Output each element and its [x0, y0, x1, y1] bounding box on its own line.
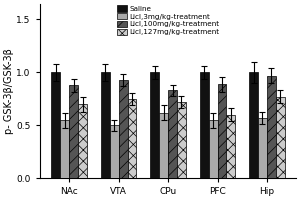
- Bar: [177, 102, 186, 178]
- Bar: [60, 120, 69, 178]
- Bar: [218, 84, 226, 178]
- Bar: [267, 76, 276, 178]
- Bar: [258, 118, 267, 178]
- Bar: [128, 99, 136, 178]
- Bar: [110, 125, 119, 178]
- Bar: [276, 97, 285, 178]
- Bar: [52, 72, 60, 178]
- Bar: [150, 72, 159, 178]
- Y-axis label: p- GSK-3β/GSK-3β: p- GSK-3β/GSK-3β: [4, 48, 14, 134]
- Bar: [249, 72, 258, 178]
- Legend: Saline, Licl,3mg/kg-treatment, Licl,100mg/kg-treatment, Licl,127mg/kg-treatment: Saline, Licl,3mg/kg-treatment, Licl,100m…: [115, 4, 221, 37]
- Bar: [200, 72, 208, 178]
- Bar: [69, 85, 78, 178]
- Bar: [119, 80, 128, 178]
- Bar: [168, 90, 177, 178]
- Bar: [208, 120, 217, 178]
- Bar: [159, 113, 168, 178]
- Bar: [101, 72, 110, 178]
- Bar: [78, 104, 87, 178]
- Bar: [226, 115, 235, 178]
